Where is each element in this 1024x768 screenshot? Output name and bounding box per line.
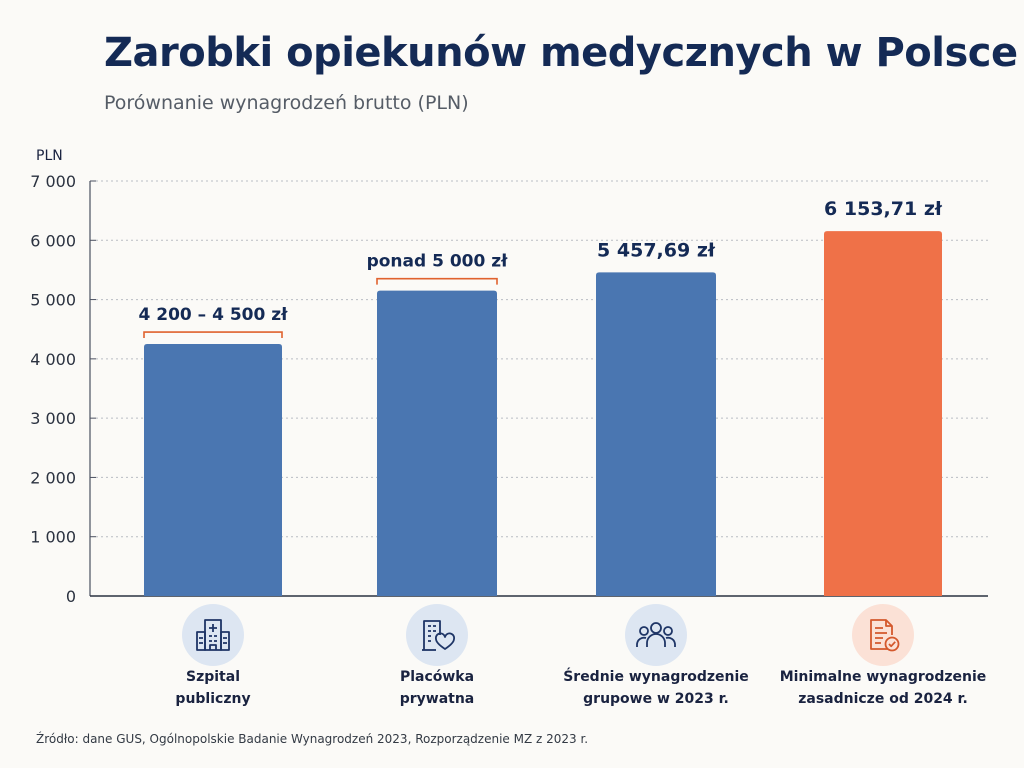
document-check-icon (852, 604, 914, 666)
y-tick-label: 5 000 (30, 291, 76, 310)
page-title: Zarobki opiekunów medycznych w Polsce (104, 30, 1018, 76)
y-tick-label: 7 000 (30, 172, 76, 191)
y-tick-label: 3 000 (30, 409, 76, 428)
bar-3 (824, 231, 942, 596)
y-tick-label: 2 000 (30, 468, 76, 487)
category-label-line: Minimalne wynagrodzenie (779, 669, 987, 685)
y-tick-label: 6 000 (30, 231, 76, 250)
category-label-line: Szpital (186, 669, 240, 685)
category-label: Minimalne wynagrodzenie zasadnicze od 202… (773, 666, 993, 710)
y-tick-label: 0 (66, 587, 76, 606)
range-bracket (376, 277, 498, 285)
category-label-line: zasadnicze od 2024 r. (798, 691, 968, 707)
bar-1 (377, 290, 497, 596)
group-people-icon (625, 604, 687, 666)
data-label: 4 200 – 4 500 zł (139, 305, 289, 325)
category-label-line: Placówka (399, 669, 475, 685)
data-label: 6 153,71 zł (824, 198, 943, 220)
category-label-line: prywatna (399, 691, 475, 707)
bar-0 (144, 344, 282, 596)
source-note: Źródło: dane GUS, Ogólnopolskie Badanie … (36, 732, 589, 746)
data-label: 5 457,69 zł (597, 239, 716, 261)
category-label: Szpital publiczny (103, 666, 323, 710)
range-bracket (143, 331, 283, 339)
category-label-line: grupowe w 2023 r. (583, 691, 729, 707)
bar-2 (596, 272, 716, 596)
data-label: ponad 5 000 zł (367, 252, 509, 272)
hospital-icon (182, 604, 244, 666)
category-label-line: publiczny (175, 691, 251, 707)
y-tick-label: 4 000 (30, 350, 76, 369)
category-label: Placówka prywatna (327, 666, 547, 710)
y-tick-label: 1 000 (30, 528, 76, 547)
category-label: Średnie wynagrodzenie grupowe w 2023 r. (546, 666, 766, 710)
clinic-heart-icon (406, 604, 468, 666)
category-label-line: Średnie wynagrodzenie (563, 669, 749, 685)
y-axis-label: PLN (36, 148, 63, 164)
page-subtitle: Porównanie wynagrodzeń brutto (PLN) (104, 92, 469, 114)
